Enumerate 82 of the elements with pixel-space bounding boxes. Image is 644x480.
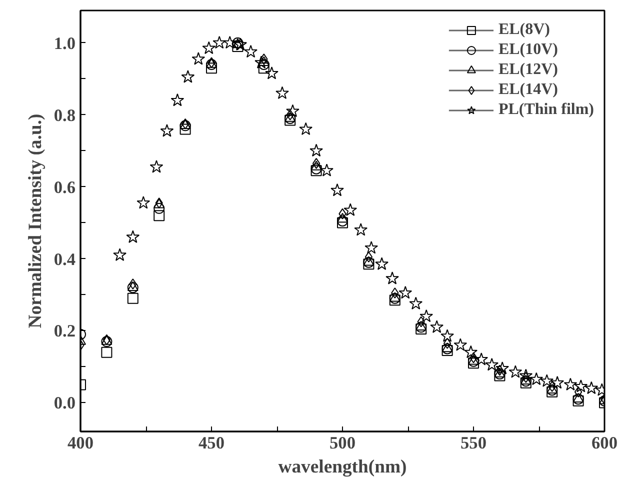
point xyxy=(258,58,270,70)
point xyxy=(464,345,478,358)
y-tick-label: 0.2 xyxy=(54,322,76,341)
point xyxy=(180,124,191,135)
point xyxy=(312,158,320,169)
point xyxy=(550,376,564,389)
point xyxy=(299,122,312,135)
point xyxy=(572,392,584,402)
point xyxy=(409,296,423,310)
point xyxy=(310,160,322,170)
point xyxy=(136,196,150,209)
point xyxy=(154,210,165,222)
point xyxy=(364,240,378,254)
legend-label: EL(14V) xyxy=(498,81,558,99)
point xyxy=(584,381,598,394)
point xyxy=(364,251,373,262)
point xyxy=(485,358,499,371)
y-tick-label: 0.0 xyxy=(54,394,76,413)
point xyxy=(354,222,368,236)
y-axis-title: Normalized Intensity (a.u.) xyxy=(24,114,46,328)
point xyxy=(430,320,444,333)
point xyxy=(127,282,138,294)
point xyxy=(244,44,258,58)
point xyxy=(113,248,126,261)
point xyxy=(420,309,434,322)
point xyxy=(276,86,289,100)
legend-label: EL(8V) xyxy=(498,21,550,39)
point xyxy=(212,36,226,49)
point xyxy=(310,144,323,157)
y-tick-label: 1.0 xyxy=(54,34,76,53)
point xyxy=(508,365,522,378)
point xyxy=(519,368,533,382)
point xyxy=(258,56,270,66)
point xyxy=(286,104,300,118)
point xyxy=(127,281,138,291)
point xyxy=(223,36,237,49)
legend-label: PL(Thin film) xyxy=(498,101,594,119)
point xyxy=(337,212,348,223)
point xyxy=(181,70,195,83)
point xyxy=(330,183,344,196)
x-tick-label: 400 xyxy=(68,434,94,452)
legend-label: EL(12V) xyxy=(498,61,558,79)
point xyxy=(192,52,206,65)
point xyxy=(496,364,504,376)
point xyxy=(574,380,588,392)
point xyxy=(101,346,112,358)
point xyxy=(496,362,509,374)
point xyxy=(375,257,388,270)
point xyxy=(386,272,399,284)
x-axis-title: wavelength(nm) xyxy=(278,456,407,478)
point xyxy=(127,292,138,304)
y-tick-label: 0.8 xyxy=(54,106,76,125)
point xyxy=(154,202,165,214)
point xyxy=(126,230,140,243)
point xyxy=(440,329,454,342)
point xyxy=(474,352,488,366)
point xyxy=(574,386,582,398)
point xyxy=(530,372,544,386)
point xyxy=(564,378,578,390)
point xyxy=(344,203,358,216)
x-tick-label: 450 xyxy=(198,434,225,452)
point xyxy=(154,198,165,208)
point xyxy=(454,338,468,351)
legend-label: EL(10V) xyxy=(498,41,558,59)
x-tick-label: 550 xyxy=(460,434,487,452)
point xyxy=(398,286,412,299)
x-tick-label: 600 xyxy=(592,434,618,452)
point xyxy=(160,124,174,137)
point xyxy=(258,62,270,74)
point xyxy=(234,38,247,50)
point xyxy=(150,160,164,173)
point xyxy=(254,56,268,68)
x-tick-label: 500 xyxy=(330,434,356,452)
point xyxy=(320,164,334,176)
point xyxy=(443,338,452,349)
y-tick-label: 0.4 xyxy=(54,250,76,269)
point xyxy=(540,374,554,387)
point xyxy=(170,93,184,106)
point xyxy=(265,66,278,80)
y-tick-label: 0.6 xyxy=(54,178,76,197)
point xyxy=(202,41,216,54)
point xyxy=(206,62,217,74)
